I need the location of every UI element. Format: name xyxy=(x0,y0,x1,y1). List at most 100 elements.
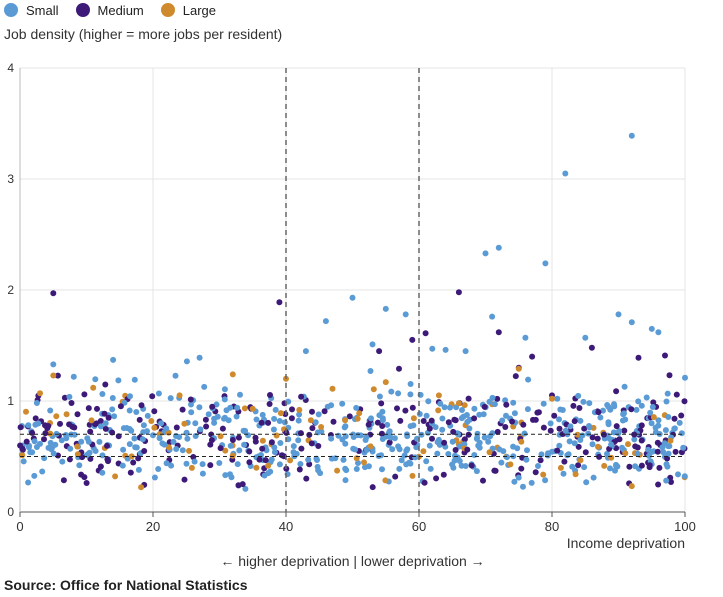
data-point-small xyxy=(680,444,687,451)
legend-item-large[interactable]: Large xyxy=(160,3,216,18)
data-point-small xyxy=(379,436,386,442)
data-point-small xyxy=(607,465,613,472)
data-point-small xyxy=(485,438,492,445)
data-point-large xyxy=(461,402,468,409)
data-point-medium xyxy=(85,405,92,412)
data-point-small xyxy=(621,383,628,390)
data-point-small xyxy=(482,250,489,257)
data-point-small xyxy=(442,346,449,353)
data-point-medium xyxy=(279,452,285,459)
data-point-small xyxy=(102,420,109,427)
data-point-medium xyxy=(208,437,215,444)
legend-item-small[interactable]: Small xyxy=(4,3,59,18)
data-point-large xyxy=(650,414,657,421)
data-point-small xyxy=(547,420,554,427)
scatter-chart: 0 20 40 60 80 100 0 1 2 3 4 Income deprivation xyxy=(7,61,696,550)
data-point-medium xyxy=(369,484,376,491)
y-tick-label: 1 xyxy=(7,394,14,408)
data-point-small xyxy=(495,244,502,251)
data-point-small xyxy=(646,452,652,459)
data-point-small xyxy=(652,424,659,431)
data-point-small xyxy=(135,466,142,473)
data-point-medium xyxy=(409,336,416,343)
data-point-small xyxy=(31,472,38,479)
data-point-small xyxy=(510,399,517,406)
data-point-small xyxy=(163,460,170,467)
data-point-small xyxy=(115,377,122,384)
data-point-medium xyxy=(29,429,36,436)
data-point-large xyxy=(259,437,266,444)
data-point-small xyxy=(597,414,604,421)
data-point-small xyxy=(638,402,645,409)
data-point-small xyxy=(191,458,198,465)
data-point-small xyxy=(277,440,284,446)
data-point-small xyxy=(676,419,683,426)
data-point-medium xyxy=(529,353,536,360)
data-point-medium xyxy=(209,403,216,410)
data-point-small xyxy=(271,449,278,456)
data-point-small xyxy=(222,472,229,479)
data-point-small xyxy=(172,372,179,379)
data-point-small xyxy=(379,415,386,422)
data-point-medium xyxy=(575,462,582,469)
data-point-large xyxy=(628,483,635,490)
data-point-small xyxy=(464,418,471,425)
data-point-medium xyxy=(94,405,100,412)
data-point-small xyxy=(476,411,483,418)
data-point-small xyxy=(183,358,190,365)
data-point-large xyxy=(549,395,555,402)
data-point-small xyxy=(648,420,655,427)
gridlines xyxy=(19,67,686,513)
data-point-medium xyxy=(23,438,30,445)
y-tick-label: 2 xyxy=(7,283,14,297)
data-point-small xyxy=(52,441,59,448)
data-point-large xyxy=(253,464,260,471)
data-point-medium xyxy=(57,420,63,427)
data-point-small xyxy=(604,402,611,408)
data-point-medium xyxy=(556,425,563,432)
data-point-small xyxy=(155,466,162,472)
data-point-small xyxy=(314,463,321,470)
data-point-medium xyxy=(17,424,24,431)
legend-item-medium[interactable]: Medium xyxy=(75,3,144,18)
data-point-small xyxy=(295,437,302,444)
data-point-medium xyxy=(433,475,440,482)
data-point-large xyxy=(88,417,95,424)
data-point-medium xyxy=(571,418,578,425)
data-point-small xyxy=(369,341,376,348)
data-point-medium xyxy=(92,421,99,428)
data-point-medium xyxy=(502,424,509,430)
data-point-small xyxy=(439,415,446,422)
data-point-small xyxy=(367,368,374,374)
data-point-medium xyxy=(673,391,680,398)
data-point-small xyxy=(582,334,589,341)
data-point-small xyxy=(168,462,175,469)
data-point-small xyxy=(665,414,672,420)
data-point-small xyxy=(606,436,613,442)
data-point-small xyxy=(221,414,228,421)
data-point-large xyxy=(342,417,349,424)
data-point-medium xyxy=(259,445,266,452)
data-point-small xyxy=(92,376,99,383)
data-point-small xyxy=(648,325,655,332)
data-point-small xyxy=(425,398,432,405)
x-tick-label: 80 xyxy=(545,519,559,534)
data-point-small xyxy=(608,441,615,448)
data-point-medium xyxy=(207,462,214,469)
data-point-medium xyxy=(83,480,90,486)
data-point-medium xyxy=(105,414,112,421)
data-point-small xyxy=(233,413,240,420)
data-point-small xyxy=(150,432,156,439)
data-point-medium xyxy=(535,409,542,416)
data-point-small xyxy=(340,456,347,463)
data-point-small xyxy=(47,439,54,446)
data-point-small xyxy=(515,474,522,481)
data-point-small xyxy=(315,411,322,418)
data-point-small xyxy=(523,456,530,463)
data-point-small xyxy=(119,462,126,469)
x-tick-label: 40 xyxy=(279,519,293,534)
data-point-medium xyxy=(595,409,602,416)
data-point-medium xyxy=(61,394,68,401)
data-point-small xyxy=(575,392,582,399)
data-point-small xyxy=(276,418,283,424)
